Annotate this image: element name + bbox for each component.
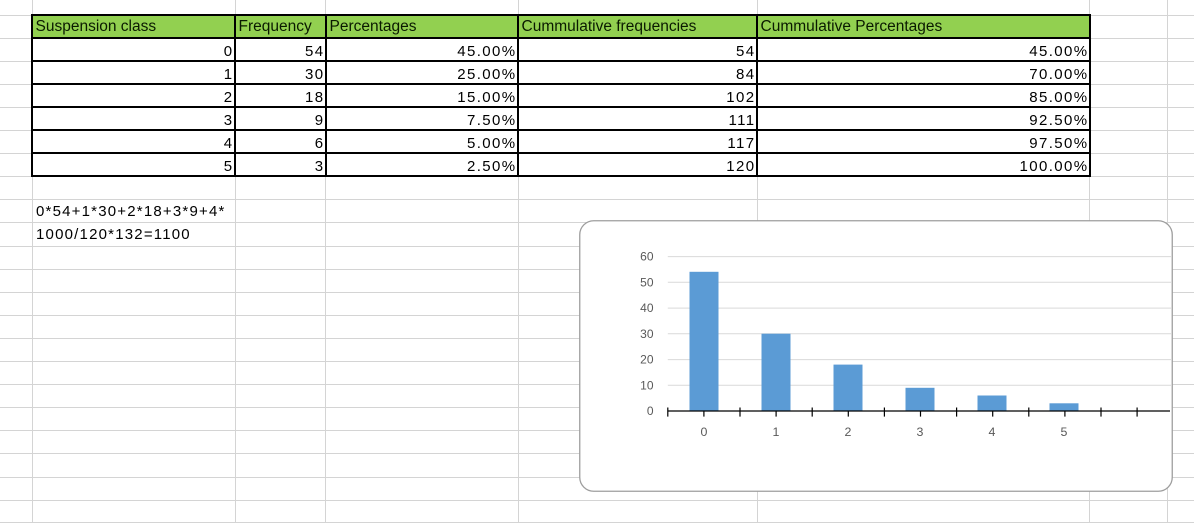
svg-text:0: 0 <box>647 404 654 418</box>
svg-text:2: 2 <box>845 424 852 438</box>
svg-text:3: 3 <box>917 424 924 438</box>
svg-text:50: 50 <box>640 275 654 289</box>
svg-text:40: 40 <box>640 301 654 315</box>
svg-text:30: 30 <box>640 326 654 340</box>
svg-text:10: 10 <box>640 378 654 392</box>
svg-text:0: 0 <box>701 424 708 438</box>
svg-text:1: 1 <box>773 424 780 438</box>
svg-text:60: 60 <box>640 249 654 263</box>
svg-text:4: 4 <box>989 424 996 438</box>
svg-text:20: 20 <box>640 352 654 366</box>
svg-text:5: 5 <box>1061 424 1068 438</box>
